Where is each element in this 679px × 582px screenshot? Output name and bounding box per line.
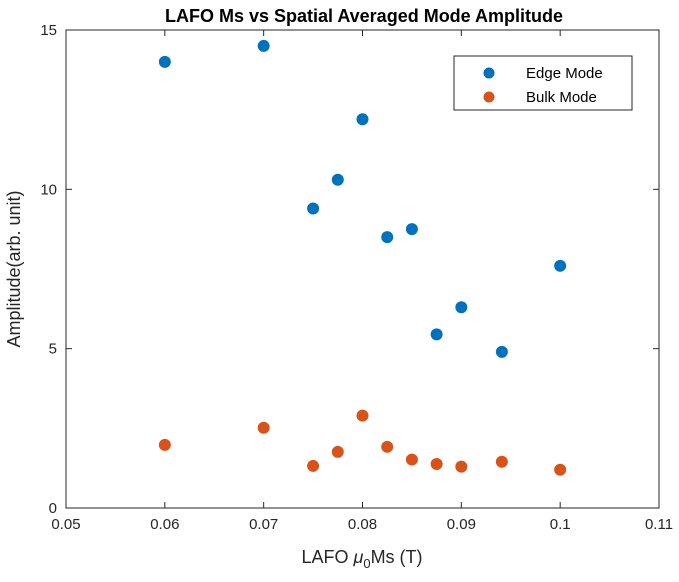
x-tick-label: 0.08 [348, 516, 377, 533]
bulk-mode-point [257, 421, 270, 434]
edge-mode-point [356, 113, 369, 126]
legend-label-bulk-mode: Bulk Mode [526, 89, 597, 106]
x-axis-label-subscript: 0 [363, 556, 370, 571]
bulk-mode-point [307, 459, 320, 472]
bulk-mode-point [455, 460, 468, 473]
y-tick-label: 15 [40, 22, 57, 39]
x-axis-label-suffix: Ms (T) [371, 547, 423, 567]
bulk-mode-point [554, 463, 567, 476]
chart-title: LAFO Ms vs Spatial Averaged Mode Amplitu… [165, 6, 563, 26]
x-tick-label: 0.05 [51, 516, 80, 533]
y-tick-label: 5 [49, 341, 57, 358]
x-axis-label-prefix: LAFO [301, 547, 353, 567]
legend-box [453, 55, 633, 111]
x-tick-label: 0.09 [447, 516, 476, 533]
data-points [158, 39, 567, 476]
y-tick-label: 10 [40, 181, 57, 198]
legend-marker-bulk-mode [483, 91, 495, 103]
bulk-mode-point [495, 455, 508, 468]
edge-mode-point [554, 259, 567, 272]
edge-mode-point [331, 173, 344, 186]
x-axis-label-symbol: μ [352, 547, 363, 567]
y-tick-label: 0 [49, 500, 57, 517]
bulk-mode-point [331, 445, 344, 458]
edge-mode-point [455, 301, 468, 314]
edge-mode-point [381, 231, 394, 244]
edge-mode-point [307, 202, 320, 215]
x-tick-label: 0.06 [150, 516, 179, 533]
x-tick-label: 0.1 [550, 516, 571, 533]
edge-mode-point [495, 345, 508, 358]
edge-mode-point [158, 55, 171, 68]
y-axis-label: Amplitude(arb. unit) [4, 190, 24, 347]
edge-mode-point [257, 39, 270, 52]
bulk-mode-point [356, 409, 369, 422]
x-axis: 0.05 0.06 0.07 0.08 0.09 0.1 0.11 [51, 30, 673, 533]
legend-marker-edge-mode [483, 67, 495, 79]
bulk-mode-point [405, 453, 418, 466]
bulk-mode-point [381, 440, 394, 453]
edge-mode-point [405, 223, 418, 236]
legend: Edge Mode Bulk Mode [453, 55, 633, 111]
legend-label-edge-mode: Edge Mode [526, 65, 603, 82]
y-axis: 0 5 10 15 [40, 22, 659, 517]
bulk-mode-point [158, 438, 171, 451]
bulk-mode-point [430, 458, 443, 471]
x-tick-label: 0.11 [645, 516, 673, 533]
edge-mode-point [430, 328, 443, 341]
x-tick-label: 0.07 [249, 516, 278, 533]
x-axis-label: LAFO μ0Ms (T) [301, 547, 422, 571]
